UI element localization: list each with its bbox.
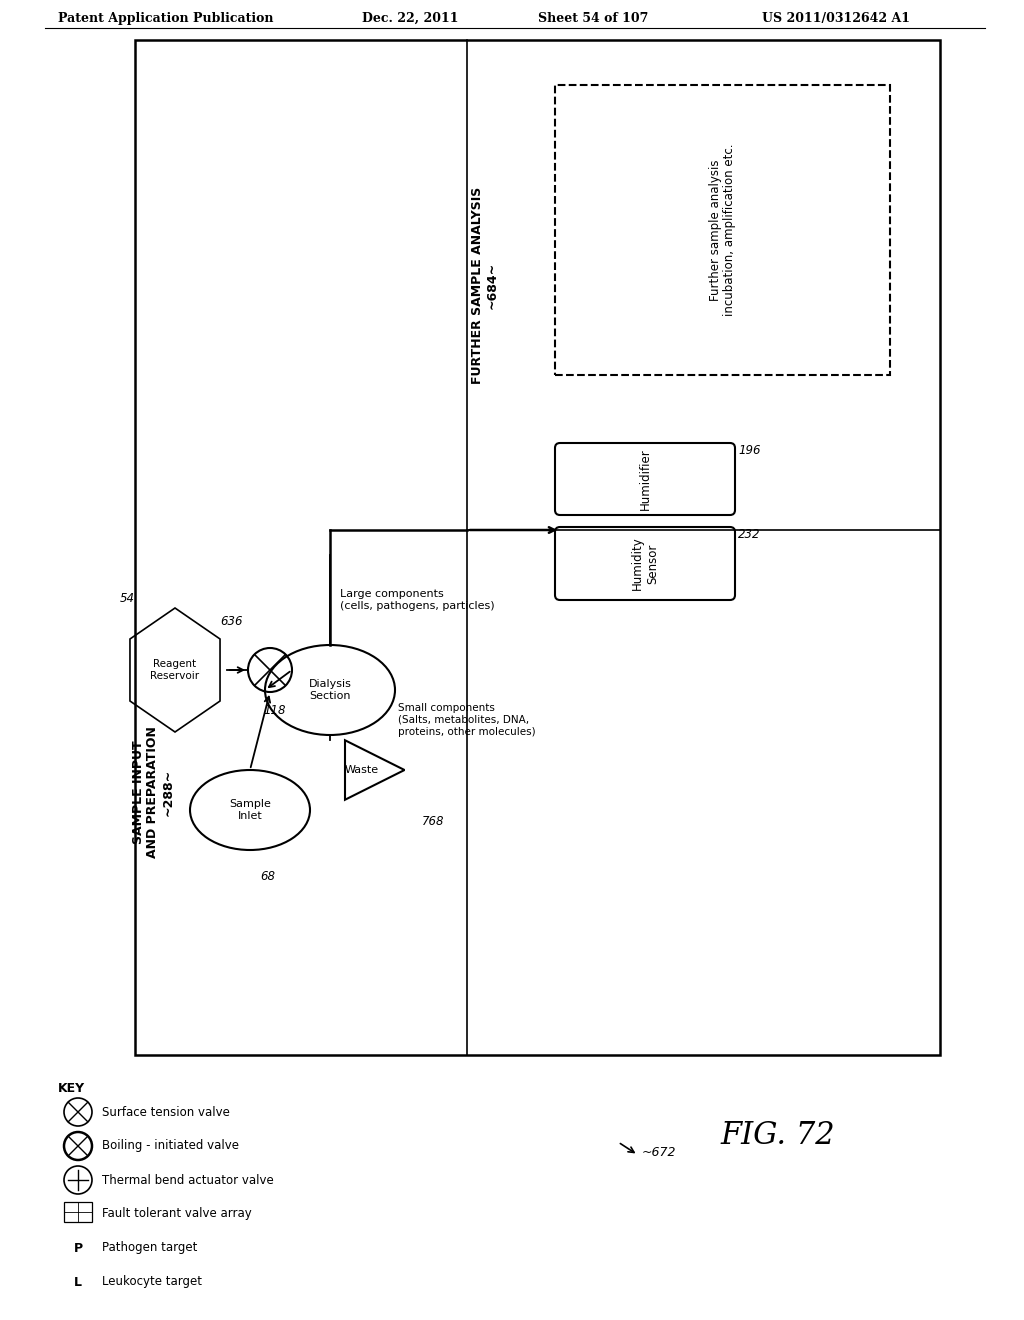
Text: Boiling - initiated valve: Boiling - initiated valve <box>102 1139 239 1152</box>
Text: Waste: Waste <box>345 766 379 775</box>
Text: Surface tension valve: Surface tension valve <box>102 1106 229 1118</box>
Text: Patent Application Publication: Patent Application Publication <box>58 12 273 25</box>
Text: 54: 54 <box>120 591 135 605</box>
Text: FIG. 72: FIG. 72 <box>720 1119 835 1151</box>
Text: 118: 118 <box>264 704 287 717</box>
Text: Sheet 54 of 107: Sheet 54 of 107 <box>538 12 648 25</box>
Text: Leukocyte target: Leukocyte target <box>102 1275 202 1288</box>
Text: Humidifier: Humidifier <box>639 447 651 510</box>
Text: KEY: KEY <box>58 1082 85 1096</box>
Text: Dialysis
Section: Dialysis Section <box>308 680 351 701</box>
Text: Further sample analysis
incubation, amplification etc.: Further sample analysis incubation, ampl… <box>709 144 736 317</box>
Text: 196: 196 <box>738 444 761 457</box>
Text: 768: 768 <box>422 814 444 828</box>
Bar <box>135 40 940 1055</box>
Text: FURTHER SAMPLE ANALYSIS
~684~: FURTHER SAMPLE ANALYSIS ~684~ <box>471 186 499 384</box>
Text: US 2011/0312642 A1: US 2011/0312642 A1 <box>762 12 910 25</box>
Bar <box>63 1203 92 1222</box>
Text: 68: 68 <box>260 870 275 883</box>
Text: ~672: ~672 <box>642 1146 677 1159</box>
Text: 232: 232 <box>738 528 761 541</box>
Text: SAMPLE INPUT
AND PREPARATION
~288~: SAMPLE INPUT AND PREPARATION ~288~ <box>131 726 174 858</box>
Text: Sample
Inlet: Sample Inlet <box>229 799 271 821</box>
Text: Pathogen target: Pathogen target <box>102 1242 198 1254</box>
Text: Small components
(Salts, metabolites, DNA,
proteins, other molecules): Small components (Salts, metabolites, DN… <box>398 704 536 737</box>
Text: Thermal bend actuator valve: Thermal bend actuator valve <box>102 1173 273 1187</box>
Text: Fault tolerant valve array: Fault tolerant valve array <box>102 1208 252 1221</box>
Text: P: P <box>74 1242 83 1254</box>
Text: Reagent
Reservoir: Reagent Reservoir <box>151 659 200 681</box>
Text: L: L <box>74 1275 82 1288</box>
Text: Large components
(cells, pathogens, particles): Large components (cells, pathogens, part… <box>340 589 495 611</box>
Text: Humidity
Sensor: Humidity Sensor <box>631 537 659 590</box>
Text: Dec. 22, 2011: Dec. 22, 2011 <box>362 12 459 25</box>
Text: 636: 636 <box>220 615 243 628</box>
